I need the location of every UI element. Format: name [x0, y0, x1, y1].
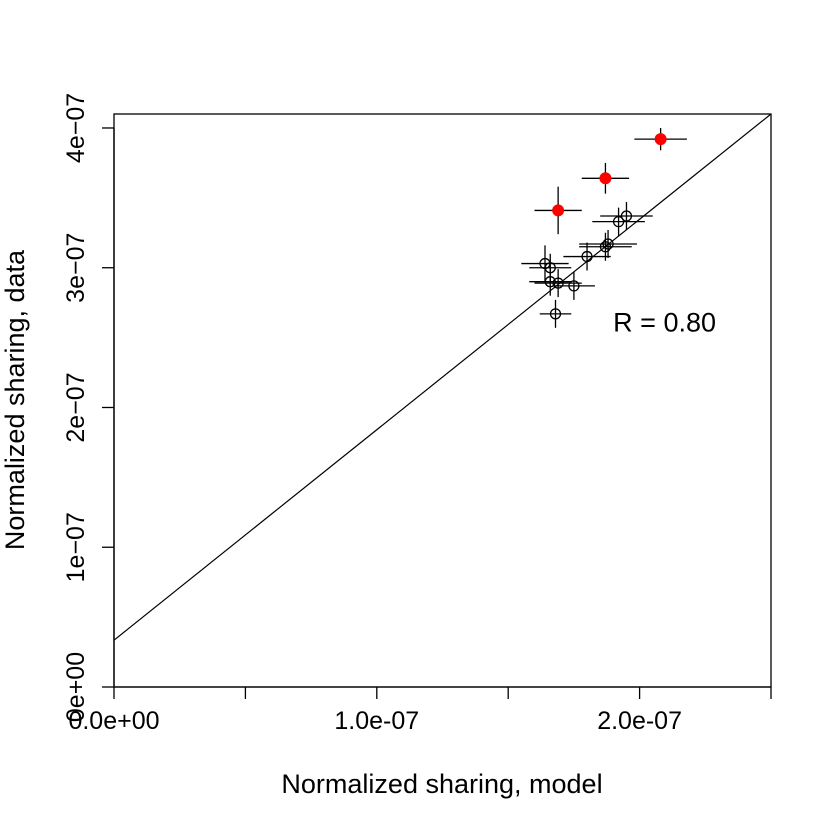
y-tick-label: 3e−07: [62, 233, 90, 303]
y-axis: 0e+00 1e−07 2e−07 3e−07 4e−07: [62, 93, 115, 722]
x-tick-label: 0.0e+00: [68, 707, 159, 735]
data-point: [602, 238, 614, 250]
y-tick-label: 4e−07: [62, 93, 90, 163]
y-tick-label: 0e+00: [62, 652, 90, 722]
data-point-highlighted: [599, 172, 612, 185]
x-tick-label: 2.0e-07: [597, 707, 682, 735]
data-point: [581, 250, 593, 263]
data-point: [552, 277, 564, 289]
data-point-highlighted: [552, 204, 565, 217]
data-point: [549, 308, 562, 320]
reference-line: [113, 113, 772, 641]
data-point: [599, 241, 612, 253]
data-point: [612, 215, 625, 228]
y-axis-title: Normalized sharing, data: [0, 249, 30, 550]
correlation-annotation: R = 0.80: [613, 308, 716, 338]
y-tick-label: 1e−07: [62, 512, 90, 582]
x-tick-label: 1.0e-07: [334, 707, 419, 735]
y-tick-label: 2e−07: [62, 372, 90, 442]
data-point: [568, 280, 580, 292]
plot-marks: [113, 113, 772, 641]
data-point: [544, 276, 556, 288]
data-point-highlighted: [654, 133, 667, 146]
x-axis-title: Normalized sharing, model: [281, 769, 602, 799]
x-axis: 0.0e+00 1.0e-07 2.0e-07: [68, 686, 772, 735]
